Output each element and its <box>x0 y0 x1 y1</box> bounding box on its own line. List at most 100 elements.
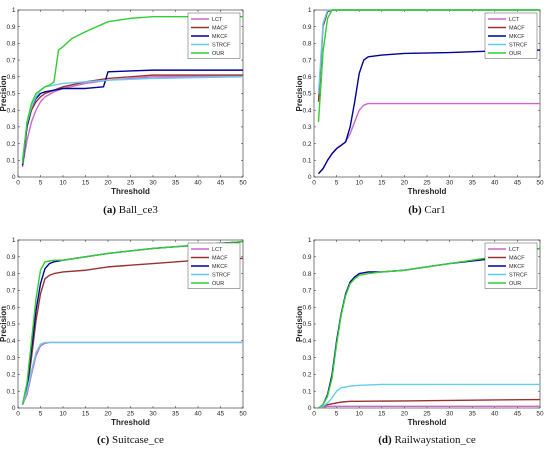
y-tick-label: 0.6 <box>6 74 15 81</box>
legend-label-strcf: STRCF <box>212 43 231 49</box>
y-tick-label: 1 <box>12 7 16 14</box>
y-tick-label: 0.5 <box>6 91 15 98</box>
x-tick-label: 10 <box>356 180 364 187</box>
legend-label-lct: LCT <box>212 247 223 253</box>
legend-label-strcf: STRCF <box>509 43 528 49</box>
x-tick-label: 40 <box>491 180 499 187</box>
y-tick-label: 0.1 <box>6 158 15 165</box>
x-axis-label: Threshold <box>111 187 150 196</box>
x-tick-label: 50 <box>536 411 544 418</box>
x-tick-label: 25 <box>423 180 431 187</box>
y-tick-label: 0.1 <box>302 388 311 395</box>
x-tick-label: 20 <box>401 180 409 187</box>
legend-label-lct: LCT <box>509 247 520 253</box>
y-tick-label: 0.2 <box>6 141 15 148</box>
legend-label-macf: MACF <box>212 256 228 262</box>
x-tick-label: 15 <box>82 180 90 187</box>
legend-label-lct: LCT <box>509 17 520 23</box>
y-tick-label: 0.6 <box>302 304 311 311</box>
legend-label-lct: LCT <box>212 17 223 23</box>
x-tick-label: 35 <box>172 180 180 187</box>
chart-panel-3: 0 5 10 15 20 25 30 35 40 45 50 0 0.1 0.2 0.3 0.4 0.5 0.6 0… <box>0 237 247 446</box>
y-tick-label: 0.5 <box>302 91 311 98</box>
legend-label-macf: MACF <box>509 256 525 262</box>
legend-label-macf: MACF <box>212 26 228 32</box>
subfigure-caption: (c) Suitcase_ce <box>97 434 164 446</box>
x-tick-label: 15 <box>378 411 386 418</box>
x-tick-label: 5 <box>335 411 339 418</box>
x-tick-label: 5 <box>335 180 339 187</box>
x-tick-label: 15 <box>82 411 90 418</box>
x-tick-label: 45 <box>217 180 225 187</box>
x-tick-label: 20 <box>104 180 112 187</box>
series-line-macf <box>21 257 243 405</box>
x-tick-label: 45 <box>514 180 522 187</box>
x-tick-label: 30 <box>149 180 157 187</box>
caption-letter: (d) <box>378 434 392 446</box>
y-tick-label: 0.1 <box>6 388 15 395</box>
y-tick-label: 0.7 <box>6 288 15 295</box>
x-tick-label: 20 <box>401 411 409 418</box>
x-tick-label: 5 <box>39 180 43 187</box>
y-tick-label: 0.9 <box>6 24 15 31</box>
y-tick-label: 0.9 <box>6 254 15 261</box>
legend-label-strcf: STRCF <box>212 273 231 279</box>
x-tick-label: 5 <box>39 411 43 418</box>
y-tick-label: 0 <box>12 174 16 181</box>
y-tick-label: 0.2 <box>302 141 311 148</box>
y-axis-label: Precision <box>295 75 304 111</box>
caption-letter: (a) <box>103 204 116 216</box>
x-tick-label: 50 <box>239 180 247 187</box>
y-tick-label: 0.4 <box>6 107 15 114</box>
x-axis-label: Threshold <box>408 418 447 427</box>
y-tick-label: 0.5 <box>302 321 311 328</box>
x-tick-label: 15 <box>378 180 386 187</box>
y-tick-label: 0.2 <box>6 372 15 379</box>
y-tick-label: 1 <box>308 7 312 14</box>
caption-letter: (c) <box>97 434 110 446</box>
x-tick-label: 40 <box>194 180 202 187</box>
x-tick-label: 10 <box>59 411 67 418</box>
y-tick-label: 0.8 <box>6 271 15 278</box>
series-line-strcf <box>21 341 243 405</box>
chart-panel-2: 0 5 10 15 20 25 30 35 40 45 50 0 0.1 0.2 0.3 0.4 0.5 0.6 0… <box>295 7 544 216</box>
x-tick-label: 0 <box>312 411 316 418</box>
legend-label-mkcf: MKCF <box>509 34 525 40</box>
series-line-macf <box>318 398 541 409</box>
x-tick-label: 50 <box>536 180 544 187</box>
y-tick-label: 0.8 <box>6 41 15 48</box>
y-tick-label: 0 <box>12 405 16 412</box>
x-tick-label: 10 <box>59 180 67 187</box>
y-tick-label: 0.2 <box>302 372 311 379</box>
y-tick-label: 1 <box>12 237 16 244</box>
y-tick-label: 0.6 <box>6 304 15 311</box>
x-tick-label: 35 <box>469 411 477 418</box>
y-tick-label: 0.3 <box>6 355 15 362</box>
x-tick-label: 35 <box>469 180 477 187</box>
y-tick-label: 0.7 <box>6 57 15 64</box>
y-tick-label: 0.8 <box>302 271 311 278</box>
y-axis-label: Precision <box>295 306 304 342</box>
y-tick-label: 0 <box>308 174 312 181</box>
chart-panel-4: 0 5 10 15 20 25 30 35 40 45 50 0 0.1 0.2 0.3 0.4 0.5 0.6 0… <box>295 237 544 446</box>
x-tick-label: 20 <box>104 411 112 418</box>
subfigure-caption: (b) Car1 <box>408 204 446 216</box>
y-tick-label: 0.9 <box>302 24 311 31</box>
x-tick-label: 30 <box>149 411 157 418</box>
x-tick-label: 0 <box>16 180 20 187</box>
subfigure-caption: (d) Railwaystation_ce <box>378 434 476 446</box>
y-tick-label: 0.4 <box>302 338 311 345</box>
legend-label-our: OUR <box>212 281 224 287</box>
series-line-strcf <box>21 76 244 161</box>
y-tick-label: 0.8 <box>302 41 311 48</box>
legend-label-mkcf: MKCF <box>212 34 228 40</box>
legend-label-mkcf: MKCF <box>212 264 228 270</box>
legend-label-strcf: STRCF <box>509 273 528 279</box>
y-axis-label: Precision <box>0 306 8 342</box>
series-line-mkcf <box>318 49 541 175</box>
y-axis-label: Precision <box>0 75 8 111</box>
y-tick-label: 0.4 <box>302 107 311 114</box>
x-tick-label: 25 <box>423 411 431 418</box>
caption-name: Ball_ce3 <box>116 204 158 216</box>
